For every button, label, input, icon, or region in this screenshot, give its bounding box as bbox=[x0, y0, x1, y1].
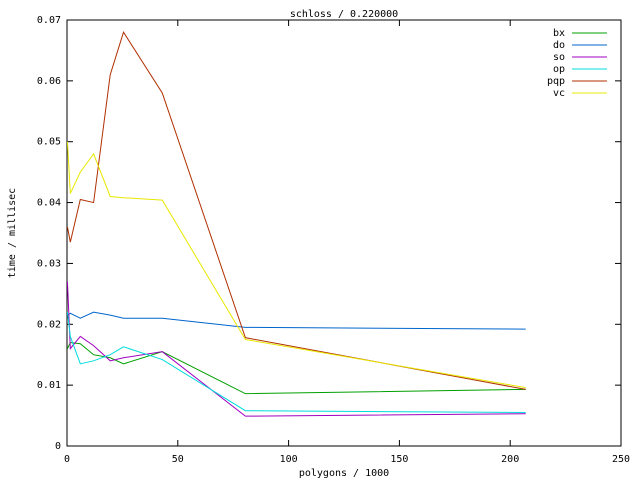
series-line bbox=[66, 312, 526, 414]
y-axis-label: time / millisec bbox=[7, 188, 18, 278]
series-line bbox=[66, 342, 526, 395]
y-tick-label: 0.05 bbox=[37, 137, 61, 148]
x-tick-label: 100 bbox=[280, 454, 298, 465]
x-tick-label: 200 bbox=[501, 454, 519, 465]
legend-label: so bbox=[553, 52, 565, 63]
y-tick-label: 0.06 bbox=[37, 76, 61, 87]
legend-label: vc bbox=[553, 88, 565, 99]
x-tick-label: 150 bbox=[390, 454, 408, 465]
series-line bbox=[66, 30, 526, 390]
y-tick-label: 0 bbox=[55, 441, 61, 452]
x-tick-label: 50 bbox=[172, 454, 184, 465]
series-line bbox=[67, 311, 526, 330]
x-axis-label: polygons / 1000 bbox=[299, 468, 389, 479]
chart-title: schloss / 0.220000 bbox=[290, 9, 398, 20]
y-tick-label: 0.04 bbox=[37, 198, 61, 209]
legend-label: op bbox=[553, 64, 565, 75]
y-tick-label: 0.01 bbox=[37, 380, 61, 391]
legend-label: pqp bbox=[547, 76, 565, 87]
plot-frame bbox=[66, 19, 622, 447]
series-line bbox=[66, 281, 526, 417]
y-tick-label: 0.07 bbox=[37, 15, 61, 26]
series-line bbox=[66, 141, 526, 389]
x-tick-label: 250 bbox=[612, 454, 630, 465]
legend-label: bx bbox=[553, 28, 565, 39]
y-tick-label: 0.02 bbox=[37, 319, 61, 330]
legend-label: do bbox=[553, 40, 565, 51]
y-tick-label: 0.03 bbox=[37, 258, 61, 269]
x-tick-label: 0 bbox=[64, 454, 70, 465]
